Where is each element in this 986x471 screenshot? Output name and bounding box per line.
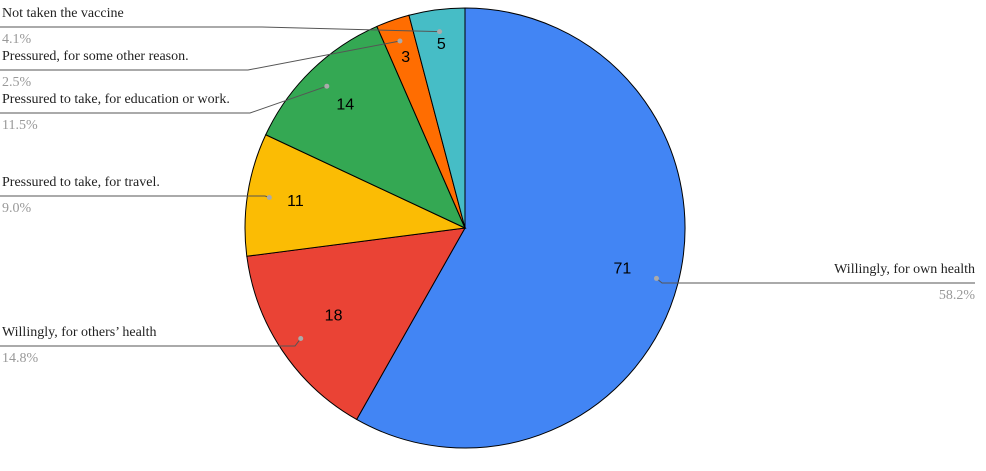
leader-dot [653, 275, 659, 281]
percentage-label: 11.5% [2, 118, 38, 133]
category-label: Not taken the vaccine [2, 6, 124, 21]
percentage-label: 58.2% [939, 288, 976, 303]
category-label: Pressured to take, for education or work… [2, 92, 230, 107]
category-label: Pressured to take, for travel. [2, 175, 160, 190]
leader-dot [324, 83, 330, 89]
percentage-label: 2.5% [2, 75, 32, 90]
value-label: 71 [614, 261, 632, 278]
leader-line [0, 26, 440, 33]
slice [265, 25, 466, 230]
slice [244, 134, 467, 257]
leader-dot [397, 38, 403, 44]
leader-line [0, 85, 327, 114]
slice [408, 7, 466, 229]
value-label: 14 [336, 96, 354, 113]
leader-line [0, 195, 270, 199]
value-label: 11 [287, 193, 304, 210]
leader-line [0, 338, 302, 347]
category-label: Pressured, for some other reason. [2, 49, 189, 64]
percentage-label: 9.0% [2, 201, 32, 216]
value-label: 3 [401, 49, 410, 66]
leader-dot [266, 195, 272, 201]
leader-dot [437, 29, 443, 35]
value-label: 18 [325, 308, 343, 325]
percentage-label: 14.8% [2, 351, 39, 366]
category-label: Willingly, for others’ health [2, 325, 157, 340]
slice [355, 7, 686, 449]
leader-line [656, 278, 975, 284]
leader-dot [298, 336, 304, 342]
value-label: 5 [437, 36, 446, 53]
percentage-label: 4.1% [2, 32, 32, 47]
leader-line [0, 40, 401, 71]
slice [246, 227, 466, 421]
category-label: Willingly, for own health [834, 262, 975, 277]
